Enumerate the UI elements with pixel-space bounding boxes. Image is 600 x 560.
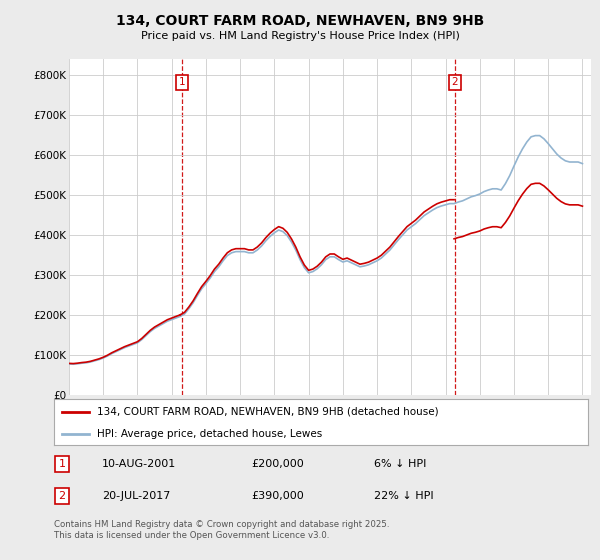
Text: 2: 2 xyxy=(452,77,458,87)
Text: 134, COURT FARM ROAD, NEWHAVEN, BN9 9HB (detached house): 134, COURT FARM ROAD, NEWHAVEN, BN9 9HB … xyxy=(97,407,439,417)
Text: 1: 1 xyxy=(59,459,65,469)
Text: 22% ↓ HPI: 22% ↓ HPI xyxy=(374,491,434,501)
Text: 2: 2 xyxy=(58,491,65,501)
Text: This data is licensed under the Open Government Licence v3.0.: This data is licensed under the Open Gov… xyxy=(54,531,329,540)
Text: 20-JUL-2017: 20-JUL-2017 xyxy=(102,491,170,501)
Text: £200,000: £200,000 xyxy=(251,459,304,469)
Text: 10-AUG-2001: 10-AUG-2001 xyxy=(102,459,176,469)
Text: HPI: Average price, detached house, Lewes: HPI: Average price, detached house, Lewe… xyxy=(97,428,322,438)
Text: 134, COURT FARM ROAD, NEWHAVEN, BN9 9HB: 134, COURT FARM ROAD, NEWHAVEN, BN9 9HB xyxy=(116,14,484,28)
Text: 1: 1 xyxy=(179,77,185,87)
Text: £390,000: £390,000 xyxy=(251,491,304,501)
Text: Contains HM Land Registry data © Crown copyright and database right 2025.: Contains HM Land Registry data © Crown c… xyxy=(54,520,389,529)
Text: 6% ↓ HPI: 6% ↓ HPI xyxy=(374,459,427,469)
Text: Price paid vs. HM Land Registry's House Price Index (HPI): Price paid vs. HM Land Registry's House … xyxy=(140,31,460,41)
